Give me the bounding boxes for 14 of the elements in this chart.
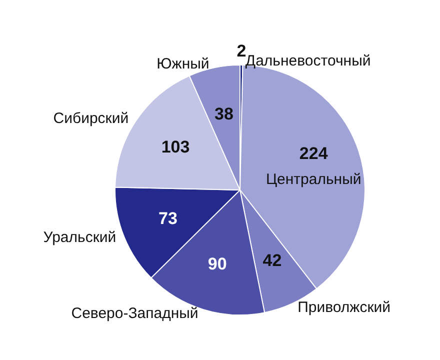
data-label: 73 xyxy=(158,209,178,228)
slice-label: Приволжский xyxy=(298,298,391,316)
data-label: 90 xyxy=(208,254,227,274)
data-label: 38 xyxy=(214,104,234,124)
slice-label: Уральский xyxy=(43,229,116,246)
data-label: 103 xyxy=(161,138,190,157)
slice-label: Северо-Западный xyxy=(71,304,198,322)
data-label: 224 xyxy=(299,144,328,164)
slice-label: Центральный xyxy=(266,171,362,188)
data-label: 2 xyxy=(236,42,246,61)
slice-label: Дальневосточный xyxy=(245,52,371,70)
data-label: 42 xyxy=(262,250,282,270)
slice-label: Сибирский xyxy=(53,110,129,127)
slice-label: Южный xyxy=(156,55,210,72)
